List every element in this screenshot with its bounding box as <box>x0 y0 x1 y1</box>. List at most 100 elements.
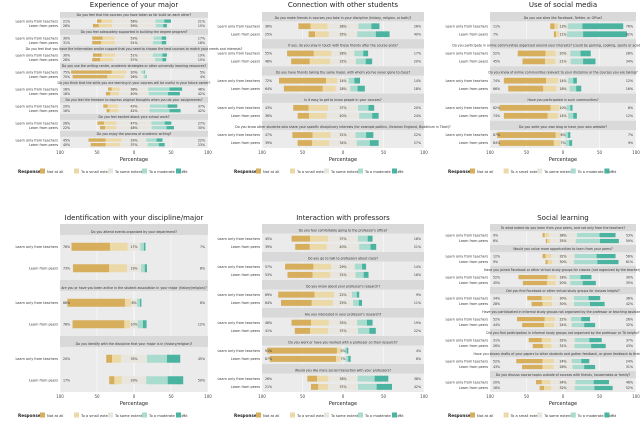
chart-title: Connection with other students <box>288 1 399 9</box>
bar-segment <box>580 50 591 57</box>
bar-segment <box>552 295 574 301</box>
bar-segment <box>335 85 351 92</box>
bar-segment <box>546 280 556 286</box>
data-label-left: 16% <box>63 109 70 113</box>
legend-swatch <box>142 168 147 174</box>
data-label-mid: 35% <box>339 32 346 36</box>
bar-segment <box>281 299 312 306</box>
bar-segment <box>101 19 113 23</box>
group-label: Learn from peers <box>459 302 488 306</box>
data-label-right: 21% <box>198 19 205 23</box>
data-label-right: 26% <box>626 317 633 321</box>
bar-segment <box>582 23 624 30</box>
data-label-mid: 48% <box>130 126 137 130</box>
bar-segment <box>551 337 575 343</box>
bar-segment <box>497 132 556 138</box>
facet-strip <box>490 66 636 76</box>
bar-segment <box>291 58 310 65</box>
data-label-mid: 31% <box>339 133 346 137</box>
facet-strip <box>60 131 208 137</box>
bar-segment <box>555 50 571 57</box>
x-tick-label: 50 <box>168 150 174 155</box>
data-label-mid: 37% <box>339 385 346 389</box>
legend-title: Response <box>18 413 41 418</box>
legend-swatch <box>176 168 181 174</box>
chart-title: Social learning <box>537 214 589 222</box>
bar-segment <box>371 23 380 30</box>
data-label-mid: 26% <box>130 75 137 79</box>
bar-segment <box>508 85 544 92</box>
group-label: Learn from peers <box>29 58 58 62</box>
bar-segment <box>105 143 121 147</box>
bar-segment <box>331 50 355 57</box>
bar-segment <box>555 132 561 138</box>
data-label-right: 14% <box>414 265 421 269</box>
bar-segment <box>551 385 575 391</box>
bar-segment <box>267 347 337 354</box>
bar-segment <box>547 238 551 244</box>
x-tick-label: 0 <box>562 394 565 399</box>
bar-segment <box>112 58 156 62</box>
data-label-right: 22% <box>414 329 421 333</box>
bar-segment <box>109 242 128 251</box>
data-label-right: 61% <box>626 260 633 264</box>
bar-segment <box>597 259 619 265</box>
bar-segment <box>126 264 142 273</box>
group-label: Learn only from teachers <box>445 254 488 258</box>
bar-segment <box>532 343 543 349</box>
bar-segment <box>552 259 574 265</box>
legend-swatch <box>40 168 45 174</box>
bar-segment <box>124 320 131 329</box>
data-label-mid: 22% <box>339 293 346 297</box>
bar-segment <box>311 383 319 390</box>
bar-segment <box>109 264 127 273</box>
bar-segment <box>567 31 584 38</box>
facet-strip <box>60 63 208 69</box>
bar-segment <box>309 243 327 250</box>
bar-segment <box>112 24 156 28</box>
bar-segment <box>554 358 572 364</box>
legend-title: Response <box>448 169 471 174</box>
group-label: Learn from peers <box>231 329 260 333</box>
question-label: If yes, do you stay in touch with these … <box>288 43 398 47</box>
question-label: Do you enjoy the process of academic wri… <box>97 132 172 136</box>
bar-segment <box>557 77 569 84</box>
facet-strip <box>262 66 424 76</box>
facet-strip <box>490 308 636 316</box>
facet-strip <box>60 80 208 86</box>
bar-segment <box>345 355 349 362</box>
bar-segment <box>357 31 376 38</box>
data-label-right: 42% <box>198 109 205 113</box>
legend-label: To some extent <box>543 414 572 418</box>
bar-segment <box>547 274 557 280</box>
data-label-right: 46% <box>198 87 205 91</box>
data-label-mid: 37% <box>339 329 346 333</box>
data-label-mid: 14% <box>559 79 566 83</box>
bar-segment <box>367 235 373 242</box>
x-tick-label: 0 <box>342 394 345 399</box>
facet-strip <box>60 97 208 103</box>
facet-strip <box>490 371 636 379</box>
legend-swatch <box>74 412 79 418</box>
bar-segment <box>554 322 572 328</box>
bar-segment <box>115 53 153 57</box>
data-label-left: 31% <box>493 338 500 342</box>
data-label-mid: 5% <box>340 349 345 353</box>
facet-strip <box>262 39 424 49</box>
bar-segment <box>573 301 591 307</box>
legend-title: Response <box>448 413 471 418</box>
data-label-left: 72% <box>265 79 272 83</box>
bar-segment <box>148 92 169 96</box>
legend-title: Response <box>234 169 257 174</box>
bar-segment <box>291 235 311 242</box>
bar-segment <box>584 322 596 328</box>
group-label: Learn only from teachers <box>15 138 58 142</box>
bar-segment <box>542 232 545 238</box>
legend-label: Not at all <box>263 170 279 174</box>
bar-segment <box>313 263 332 270</box>
data-label-left: 57% <box>265 265 272 269</box>
bar-segment <box>353 299 359 306</box>
data-label-mid: 20% <box>130 70 137 74</box>
bar-segment <box>551 253 575 259</box>
